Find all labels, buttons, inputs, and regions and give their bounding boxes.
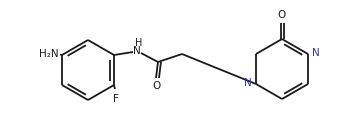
Text: N: N: [133, 46, 141, 56]
Text: F: F: [113, 94, 119, 104]
Text: N: N: [312, 48, 320, 58]
Text: H₂N: H₂N: [39, 49, 59, 59]
Text: O: O: [278, 10, 286, 20]
Text: H: H: [135, 38, 142, 48]
Text: N: N: [244, 78, 252, 88]
Text: O: O: [153, 81, 161, 91]
